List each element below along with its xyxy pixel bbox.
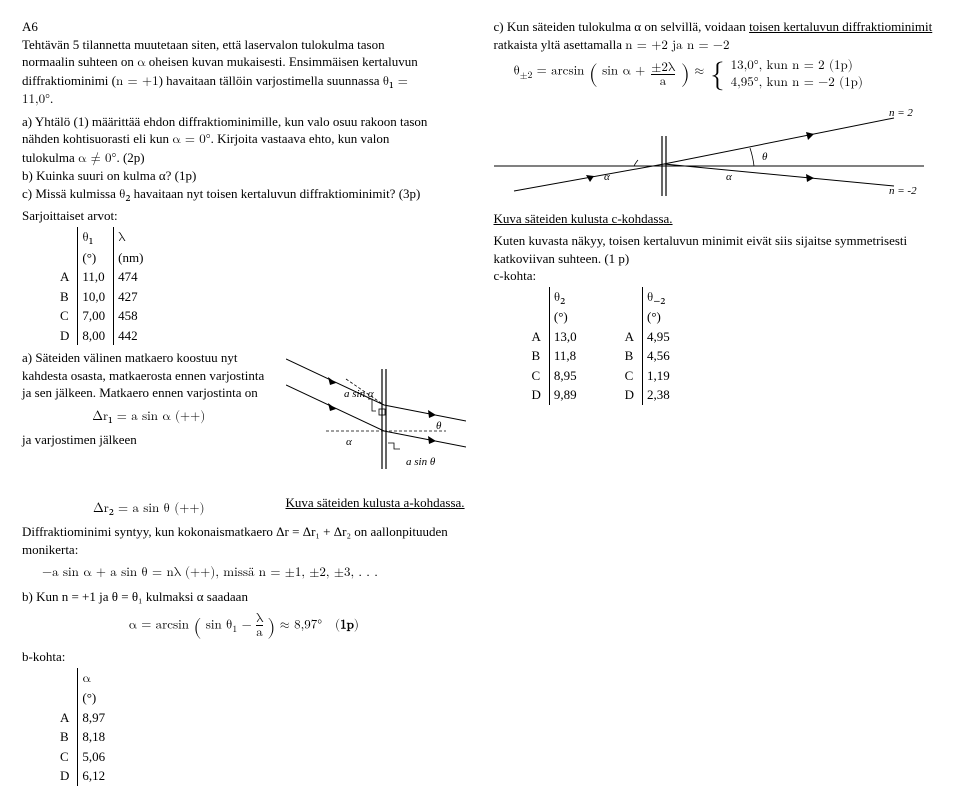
c-text-2: havaitaan nyt toisen kertaluvun diffrakt… [130,186,420,201]
c-equation: θ±2 = arcsin ( sin α + ±2λ a ) ≈ { 13,0°… [514,58,938,92]
theta-2: θ₂ [119,188,130,201]
table-row: C7,00458 [56,306,151,326]
c-text-1: c) Missä kulmissa [22,186,119,201]
diff-text: Diffraktiominimi syntyy, kun kokonaismat… [22,523,466,558]
page: A6 Tehtävän 5 tilannetta muutetaan siten… [22,18,937,790]
c-intro: c) Kun säteiden tulokulma α on selvillä,… [494,18,938,54]
b-when: b) Kun n = +1 ja θ = θ₁ kulmaksi α saada… [22,588,466,606]
svg-text:α: α [604,171,610,183]
a-part-text-col: a) Säteiden välinen matkaero koostuu nyt… [22,349,276,449]
eq-rhs: ) ≈ [681,59,704,91]
table-row: D9,89 [528,385,585,405]
table-row: A13,0 [528,327,585,347]
table-alpha: α (°) A8,97 B8,18 C5,06 D6,12 [56,668,113,786]
table-row: A11,0474 [56,267,151,287]
right-column: c) Kun säteiden tulokulma α on selvillä,… [494,18,938,790]
t1-h1: θ₁ [82,231,93,244]
eq-lhs: θ±2 = arcsin ( sin α + [514,59,646,91]
table-row: B10,0427 [56,287,151,307]
table-row: D2,38 [621,385,678,405]
question-text: Tehtävän 5 tilannetta muutetaan siten, e… [22,36,438,204]
fig-n2-label: n = 2 [889,107,913,119]
svg-text:θ: θ [762,151,768,163]
table-row: D6,12 [56,766,113,786]
ckohta-label: c-kohta: [494,267,938,285]
table-row: C1,19 [621,366,678,386]
bkohta-label: b-kohta: [22,648,466,666]
table-row: A4,95 [621,327,678,347]
svg-text:α: α [726,171,732,183]
question-id: A6 [22,18,50,36]
t1-h2u: (nm) [114,248,152,268]
ray-figure-a: a sin α θ α a sin θ [286,349,466,494]
fig-caption-a: Kuva säteiden kulusta a-kohdassa. [286,494,466,512]
sym-text: Kuten kuvasta näkyy, toisen kertaluvun m… [494,232,938,267]
a-desc: a) Säteiden välinen matkaero koostuu nyt… [22,349,276,402]
intro-part1d: . [50,91,53,106]
table-row: A8,97 [56,708,113,728]
ray-figure-c: α θ α n = 2 n = -2 [494,96,938,211]
alpha-neq: α ≠ 0° [78,152,116,165]
n-plus-1: n = +1 [116,75,159,88]
b-equation: α = arcsin ( sin θ1 − λa ) ≈ 8,97° (1p) [22,612,466,643]
eq-frac: ±2λ a [651,61,675,88]
eq-dr1: Δr₁ = a sin α (++) [22,408,276,426]
table-row: B11,8 [528,346,585,366]
table-row: D8,00442 [56,326,151,346]
fig-asin-theta-label: a sin θ [406,456,436,468]
a-part-row: a) Säteiden välinen matkaero koostuu nyt… [22,349,466,494]
table-row: B4,56 [621,346,678,366]
brace-icon: { [710,68,724,82]
sarj-label: Sarjoittaiset arvot: [22,207,466,225]
left-column: A6 Tehtävän 5 tilannetta muutetaan siten… [22,18,466,790]
alpha-zero: α = 0° [172,133,210,146]
table-theta2: θ₂ (°) A13,0 B11,8 C8,95 D9,89 [528,287,585,405]
c-tables: θ₂ (°) A13,0 B11,8 C8,95 D9,89 θ₋₂ (°) A… [528,285,938,409]
question-block: A6 Tehtävän 5 tilannetta muutetaan siten… [22,18,466,203]
fig-asin-alpha-label: a sin α [344,388,374,400]
eq-dr2: Δr₂ = a sin θ (++) [22,500,276,518]
t1-h2: λ [118,231,125,244]
table-row: C8,95 [528,366,585,386]
table-theta-m2: θ₋₂ (°) A4,95 B4,56 C1,19 D2,38 [621,287,678,405]
table-row: C5,06 [56,747,113,767]
table-theta-lambda: θ₁ λ (°) (nm) A11,0474 B10,0427 C7,00458… [56,227,151,345]
main-equation: −a sin α + a sin θ = nλ (++), missä n = … [42,564,466,582]
post-text: ja varjostimen jälkeen [22,431,276,449]
alpha-sym: α [137,56,145,69]
dr2-row: Δr₂ = a sin θ (++) Kuva säteiden kulusta… [22,494,466,524]
brace-cases: 13,0°, kun n = 2 (1p) 4,95°, kun n = −2 … [731,58,863,92]
fig-nm2-label: n = -2 [889,185,917,197]
b-text: b) Kuinka suuri on kulma α? (1p) [22,168,196,183]
table-row: B8,18 [56,727,113,747]
t1-h1u: (°) [78,248,114,268]
a-text-3: . (2p) [116,150,144,165]
fig-caption-c: Kuva säteiden kulusta c-kohdassa. [494,210,938,228]
intro-part1c: ) havaitaan tällöin varjostimella suunna… [159,73,383,88]
fig-alpha-label: α [346,436,352,448]
fig-theta-label: θ [436,420,442,432]
